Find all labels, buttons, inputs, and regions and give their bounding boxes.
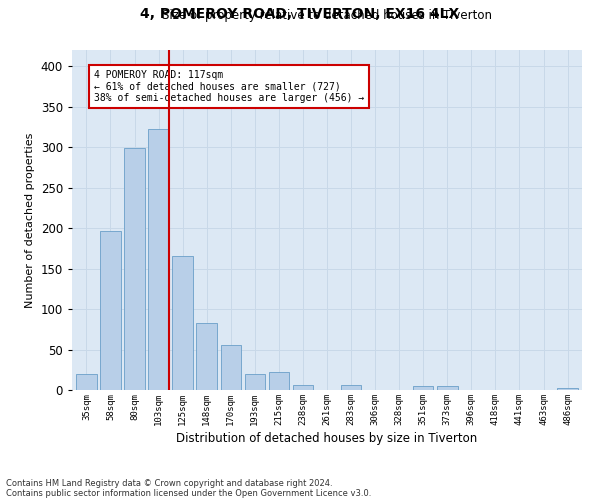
Bar	[245, 374, 265, 390]
Text: 4, POMEROY ROAD, TIVERTON, EX16 4LX: 4, POMEROY ROAD, TIVERTON, EX16 4LX	[140, 8, 460, 22]
Bar	[221, 346, 241, 390]
Bar	[293, 385, 313, 390]
Text: Contains public sector information licensed under the Open Government Licence v3: Contains public sector information licen…	[6, 488, 371, 498]
Bar	[557, 388, 578, 390]
Bar	[413, 386, 433, 390]
Text: Contains HM Land Registry data © Crown copyright and database right 2024.: Contains HM Land Registry data © Crown c…	[6, 478, 332, 488]
Bar	[148, 128, 169, 390]
Text: 4 POMEROY ROAD: 117sqm
← 61% of detached houses are smaller (727)
38% of semi-de: 4 POMEROY ROAD: 117sqm ← 61% of detached…	[94, 70, 364, 103]
Bar	[341, 385, 361, 390]
Bar	[172, 256, 193, 390]
X-axis label: Distribution of detached houses by size in Tiverton: Distribution of detached houses by size …	[176, 432, 478, 445]
Title: Size of property relative to detached houses in Tiverton: Size of property relative to detached ho…	[162, 10, 492, 22]
Bar	[76, 374, 97, 390]
Bar	[100, 230, 121, 390]
Bar	[269, 372, 289, 390]
Bar	[124, 148, 145, 390]
Bar	[196, 323, 217, 390]
Bar	[437, 386, 458, 390]
Y-axis label: Number of detached properties: Number of detached properties	[25, 132, 35, 308]
